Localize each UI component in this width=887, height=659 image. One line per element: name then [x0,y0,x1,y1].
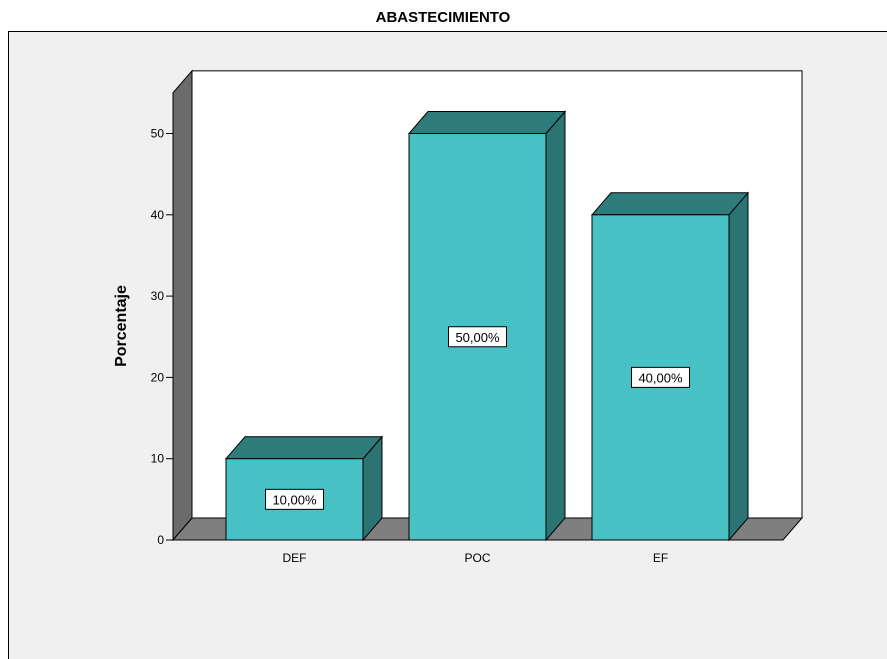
chart-title: ABASTECIMIENTO [376,9,511,26]
bar-side [729,193,748,540]
plot-left-wall [173,71,192,540]
y-tick-label: 10 [151,452,165,466]
y-tick-label: 0 [157,533,164,547]
bar-top [592,193,748,215]
bar-top [409,112,565,134]
y-tick-label: 50 [151,127,165,141]
data-label: 10,00% [272,492,317,507]
bar-side [546,112,565,541]
bar: 40,00% [592,193,748,540]
bar-top [226,437,382,459]
bar: 50,00% [409,112,565,541]
data-label: 40,00% [638,370,683,385]
x-tick-label: EF [653,551,668,565]
data-label: 50,00% [455,330,500,345]
y-tick-label: 30 [151,289,165,303]
x-tick-label: POC [464,551,490,565]
y-tick-label: 40 [151,208,165,222]
bar: 10,00% [226,437,382,540]
x-tick-label: DEF [283,551,307,565]
y-axis-label: Porcentaje [113,285,130,367]
y-tick-label: 20 [151,370,165,384]
